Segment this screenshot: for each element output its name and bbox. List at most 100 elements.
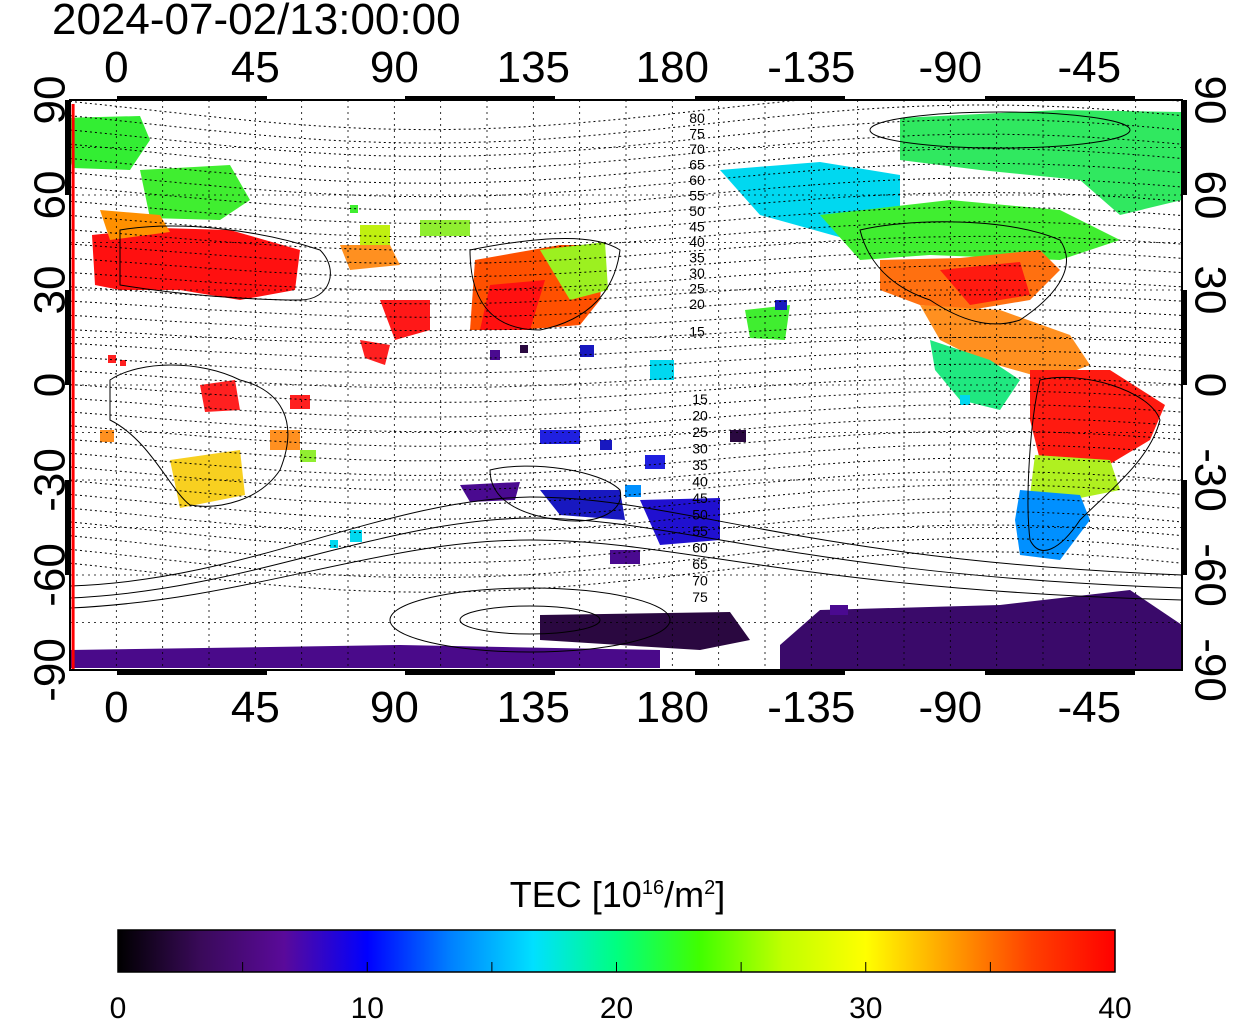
- contour-label-north: 50: [689, 203, 705, 219]
- contour-label-north: 70: [689, 141, 705, 157]
- colorbar-tick-label: 10: [351, 992, 384, 1021]
- colorbar-tick-label: 30: [849, 992, 882, 1021]
- lat-tick-right: 0: [1186, 373, 1235, 397]
- axis-tick-labels: 0 45 90 135 180 -135 -90 -45 0 45 90 135 180 -135 -90 -…: [26, 43, 1235, 732]
- contour-label-north: 20: [689, 296, 705, 312]
- contour-label-south: 65: [692, 556, 708, 572]
- contour-line: [70, 100, 1182, 131]
- tec-region-usa-core: [940, 262, 1030, 305]
- contour-line: [70, 511, 1182, 549]
- tec-region-middle-east: [340, 245, 400, 270]
- lon-tick-bottom: 180: [636, 683, 709, 732]
- lat-tick-left: 30: [26, 266, 75, 315]
- tec-scatter-pixels: [100, 205, 970, 615]
- contour-line: [70, 417, 1182, 447]
- colorbar-tick-label: 0: [110, 992, 127, 1021]
- tec-region-antarctica-west: [780, 590, 1182, 670]
- contour-label-south: 70: [692, 573, 708, 589]
- contour-label-north: 80: [689, 110, 705, 126]
- contour-line: [70, 221, 1182, 251]
- contour-label-south: 35: [692, 457, 708, 473]
- contour-label-south: 60: [692, 540, 708, 556]
- colorbar-tick-label: 40: [1098, 992, 1131, 1021]
- tec-region-europe-edge: [100, 210, 170, 240]
- contour-line: [70, 484, 1182, 520]
- tec-region-central-africa: [200, 380, 240, 412]
- contour-line: [70, 308, 1182, 332]
- contour-line: [70, 444, 1182, 476]
- lon-tick-top: 90: [370, 43, 419, 92]
- contour-label-south: 75: [692, 589, 708, 605]
- lon-tick-bottom: -135: [767, 683, 855, 732]
- contour-line: [70, 350, 1182, 374]
- lon-tick-top: -135: [767, 43, 855, 92]
- contour-value-labels: 8075706560555045403530252015152025303540…: [689, 110, 708, 605]
- timestamp-title: 2024-07-02/13:00:00: [52, 0, 461, 44]
- lat-tick-left: -90: [26, 638, 75, 702]
- contour-label-north: 45: [689, 219, 705, 235]
- lon-tick-top: 135: [497, 43, 570, 92]
- contour-line: [70, 162, 1182, 198]
- lon-tick-top: 0: [104, 43, 128, 92]
- tec-region-scandinavia: [140, 165, 250, 220]
- contour-label-south: 45: [692, 490, 708, 506]
- colorbar-title-suffix: ]: [715, 874, 726, 915]
- contour-label-south: 25: [692, 424, 708, 440]
- lat-tick-left: -30: [26, 448, 75, 512]
- contour-label-north: 65: [689, 157, 705, 173]
- lat-tick-right: 60: [1186, 171, 1235, 220]
- tec-region-mexico: [920, 305, 1090, 380]
- lat-tick-left: 0: [26, 373, 75, 397]
- tec-region-arctic-2: [900, 110, 1182, 215]
- lon-tick-top: -90: [919, 43, 983, 92]
- colorbar-ticks: 0 10 20 30 40: [110, 962, 1132, 1021]
- lat-tick-right: -60: [1186, 543, 1235, 607]
- contour-label-north: 75: [689, 126, 705, 142]
- magnetic-solid-lines: [70, 111, 1182, 653]
- tec-region-s-am-mid: [1030, 455, 1120, 500]
- colorbar-title-prefix: TEC [10: [509, 874, 642, 915]
- contour-label-north: 25: [689, 281, 705, 297]
- lat-tick-left: 90: [26, 76, 75, 125]
- contour-line: [70, 104, 1182, 144]
- contour-label-south: 30: [692, 441, 708, 457]
- map-grid: [70, 100, 1182, 670]
- lon-tick-top: -45: [1058, 43, 1122, 92]
- lat-tick-right: 30: [1186, 266, 1235, 315]
- lon-tick-top: 45: [231, 43, 280, 92]
- contour-label-north: 35: [689, 250, 705, 266]
- colorbar-title: TEC [1016/m2]: [0, 866, 1235, 917]
- contour-label-north: 40: [689, 234, 705, 250]
- tec-region-s-am-south: [1015, 490, 1090, 560]
- tec-region-hawaii: [745, 305, 790, 340]
- tec-region-antarctic-ring: [70, 645, 660, 668]
- lon-tick-bottom: -45: [1058, 683, 1122, 732]
- contour-label-south: 40: [692, 474, 708, 490]
- tec-region-brazil: [1030, 370, 1165, 470]
- lon-tick-top: 180: [636, 43, 709, 92]
- lat-tick-left: 60: [26, 171, 75, 220]
- colorbar-title-unit-exponent: 2: [704, 877, 716, 899]
- lat-tick-right: -90: [1186, 638, 1235, 702]
- colorbar-tick-label: 20: [600, 992, 633, 1021]
- tec-region-europe: [92, 228, 300, 300]
- tec-region-southern-africa: [170, 450, 245, 508]
- contour-line: [70, 192, 1182, 224]
- contour-label-south: 50: [692, 507, 708, 523]
- lat-tick-right: -30: [1186, 448, 1235, 512]
- contour-label-south: 15: [692, 391, 708, 407]
- colorbar-title-unit: /m: [664, 874, 705, 915]
- tec-region-arctic: [70, 116, 150, 170]
- tec-region-new-zealand: [640, 498, 720, 545]
- lon-tick-bottom: 0: [104, 683, 128, 732]
- lon-tick-bottom: -90: [919, 683, 983, 732]
- tec-region-central-am: [930, 340, 1020, 410]
- coastlines: [109, 221, 1161, 551]
- tec-region-s-pacific: [460, 482, 520, 502]
- tec-region-canada: [820, 200, 1120, 260]
- contour-line: [70, 390, 1182, 418]
- tec-region-antarctica-east: [540, 612, 750, 650]
- contour-label-north: 15: [689, 324, 705, 340]
- contour-line: [70, 323, 1182, 345]
